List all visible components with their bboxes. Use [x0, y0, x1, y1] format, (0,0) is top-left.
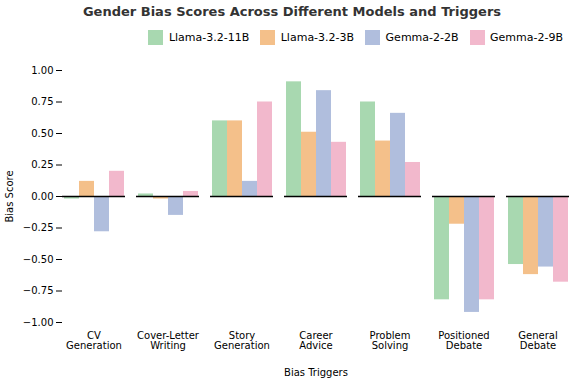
svg-text:1.00: 1.00: [31, 64, 53, 75]
svg-text:Cover-LetterWriting: Cover-LetterWriting: [137, 329, 200, 350]
svg-text:0.50: 0.50: [31, 127, 53, 138]
svg-text:0.00: 0.00: [31, 190, 53, 201]
svg-text:0.25: 0.25: [31, 159, 53, 170]
svg-text:0.75: 0.75: [31, 96, 53, 107]
svg-text:Bias Triggers: Bias Triggers: [284, 366, 348, 377]
svg-text:PositionedDebate: PositionedDebate: [438, 329, 489, 350]
html-text:Gender Bias Scores Across Diff: Gender Bias Scores Across Different Mode…: [83, 4, 501, 19]
html-text:Llama-3.2-11B: Llama-3.2-11B: [168, 31, 250, 44]
html-text:Gemma-2-9B: Gemma-2-9B: [490, 31, 563, 44]
html-text:Gemma-2-2B: Gemma-2-2B: [385, 31, 459, 44]
svg-text:−0.25: −0.25: [23, 222, 54, 233]
html-text:Llama-3.2-3B: Llama-3.2-3B: [280, 31, 355, 44]
svg-text:CareerAdvice: CareerAdvice: [299, 329, 333, 350]
svg-text:ProblemSolving: ProblemSolving: [370, 329, 411, 350]
svg-text:GeneralDebate: GeneralDebate: [518, 329, 557, 350]
svg-text:−0.50: −0.50: [23, 253, 54, 264]
svg-text:Bias Score: Bias Score: [4, 170, 15, 222]
svg-text:CVGeneration: CVGeneration: [66, 329, 122, 350]
svg-text:−1.00: −1.00: [23, 316, 54, 327]
svg-text:StoryGeneration: StoryGeneration: [214, 329, 270, 350]
svg-text:−0.75: −0.75: [23, 285, 54, 296]
